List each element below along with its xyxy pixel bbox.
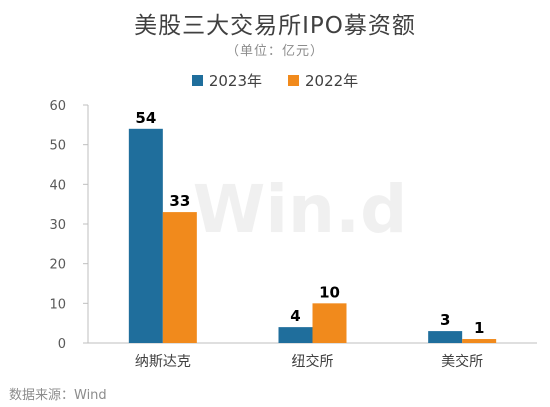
legend-item-2022: 2022年 [288,70,358,91]
y-tick-label: 10 [49,297,66,312]
y-tick-label: 50 [49,139,66,154]
bar-2023 [428,331,463,343]
x-category-label: 美交所 [441,353,483,370]
y-tick-label: 60 [49,99,66,114]
legend-swatch-2022 [288,75,299,86]
data-source: 数据来源：Wind [9,388,107,403]
y-tick-label: 40 [49,178,66,193]
data-label: 54 [135,109,156,127]
data-label: 1 [474,319,484,337]
data-label: 10 [319,283,340,301]
y-tick-label: 0 [58,337,66,352]
data-label: 33 [169,192,190,210]
y-tick-label: 20 [49,258,66,273]
watermark-text: Win.d [193,171,408,248]
bar-2023 [278,327,313,343]
bar-2023 [128,128,163,343]
bar-2022 [462,339,497,343]
data-label: 3 [440,311,450,329]
y-tick-label: 30 [49,218,66,233]
x-category-label: 纽交所 [292,353,334,370]
x-category-label: 纳斯达克 [135,354,191,370]
bar-2022 [162,212,197,343]
legend: 2023年 2022年 [0,70,550,91]
data-label: 4 [290,307,300,325]
bar-2022 [312,303,347,343]
legend-label-2023: 2023年 [208,72,262,90]
legend-label-2022: 2022年 [305,72,359,90]
legend-swatch-2023 [191,75,203,86]
chart-subtitle: （单位：亿元） [225,44,324,59]
legend-item-2023: 2023年 [191,70,262,91]
chart-title: 美股三大交易所IPO募资额 [134,13,416,39]
